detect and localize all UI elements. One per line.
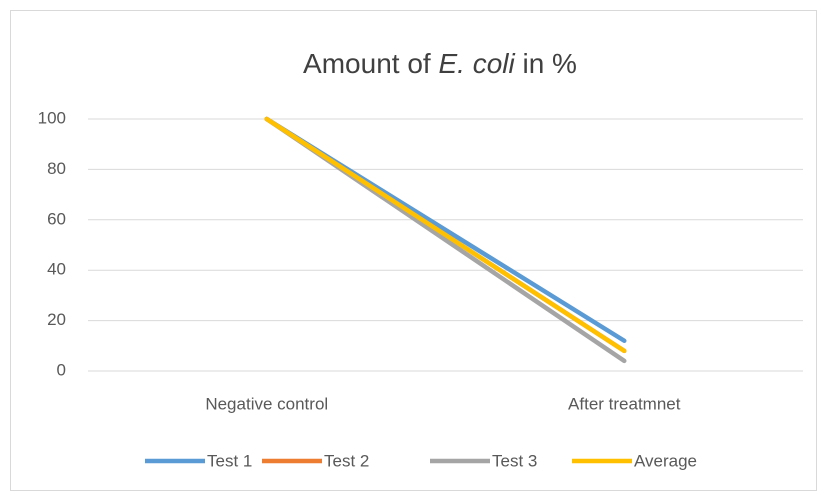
y-tick-label: 80: [47, 159, 66, 178]
y-tick-label: 40: [47, 260, 66, 279]
y-tick-label: 60: [47, 209, 66, 228]
chart-title: Amount of E. coli in %: [303, 48, 577, 79]
y-tick-label: 0: [57, 360, 66, 379]
chart-border: [10, 10, 817, 491]
y-tick-label: 100: [38, 108, 66, 127]
legend-label: Test 1: [207, 451, 252, 470]
y-tick-label: 20: [47, 310, 66, 329]
series-line: [264, 116, 627, 354]
legend-label: Test 2: [324, 451, 369, 470]
x-tick-label: Negative control: [205, 394, 328, 413]
x-tick-label: After treatmnet: [568, 394, 681, 413]
legend-label: Average: [634, 451, 697, 470]
legend-label: Test 3: [492, 451, 537, 470]
